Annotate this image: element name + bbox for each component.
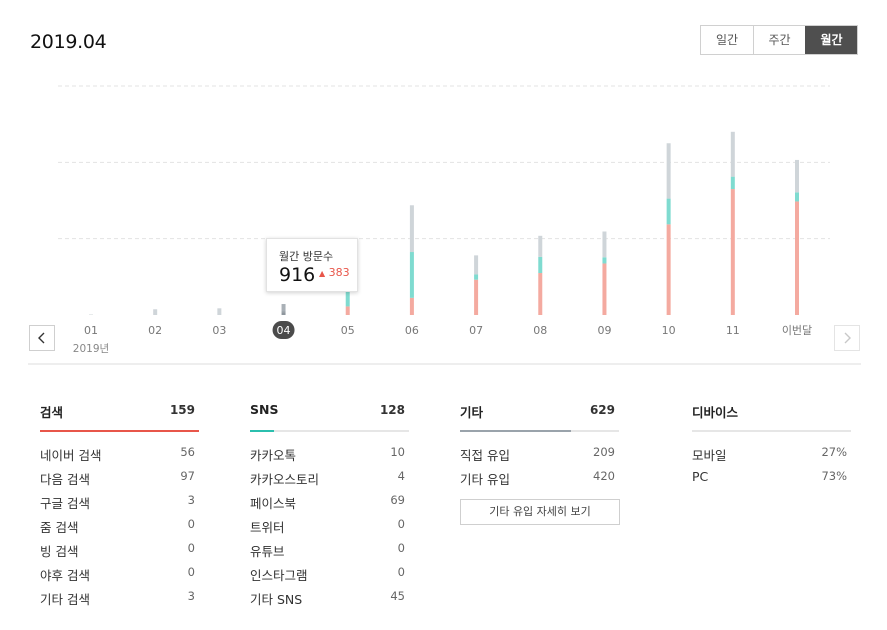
chart-tooltip: 월간 방문수 916 ▲ 383 bbox=[266, 238, 358, 292]
bar-segment[interactable] bbox=[345, 278, 350, 307]
tab-monthly[interactable]: 월간 bbox=[805, 26, 857, 54]
tab-weekly[interactable]: 주간 bbox=[753, 26, 805, 54]
list-item: 페이스북 69 bbox=[250, 493, 405, 511]
x-tick-label[interactable]: 01 bbox=[84, 324, 98, 337]
list-item: 야후 검색 0 bbox=[40, 565, 195, 583]
bar-segment[interactable] bbox=[153, 309, 158, 315]
bar-segment[interactable] bbox=[281, 312, 286, 315]
prev-button[interactable] bbox=[29, 325, 55, 351]
list-item: 유튜브 0 bbox=[250, 541, 405, 559]
bar-segment[interactable] bbox=[281, 311, 286, 313]
period-tabs: 일간 주간 월간 bbox=[700, 25, 858, 55]
bar-segment[interactable] bbox=[409, 205, 414, 253]
list-item: 인스타그램 0 bbox=[250, 565, 405, 583]
bar-segment[interactable] bbox=[666, 143, 671, 199]
list-item: 구글 검색 3 bbox=[40, 493, 195, 511]
sns-section: SNS 128 카카오톡 10 카카오스토리 4 페이스북 69 트위터 0 유튜브 0 인… bbox=[250, 402, 409, 613]
visitor-bar-chart: 01 02 03 04 05 06 07 08 09 10 11 이번달 2019년 bbox=[28, 85, 861, 365]
section-total: 128 bbox=[379, 403, 405, 417]
bar-segment[interactable] bbox=[538, 256, 543, 274]
list-item: 기타 SNS 45 bbox=[250, 589, 405, 607]
section-title: SNS bbox=[250, 402, 279, 417]
section-title: 검색 bbox=[40, 405, 64, 420]
bar-segment[interactable] bbox=[602, 257, 607, 264]
bar-segment[interactable] bbox=[474, 279, 479, 315]
x-tick-label[interactable]: 08 bbox=[533, 324, 547, 337]
x-tick-label[interactable]: 03 bbox=[212, 324, 226, 337]
list-item: 모바일 27% bbox=[692, 445, 847, 463]
bar-segment[interactable] bbox=[409, 297, 414, 315]
section-accent-bar bbox=[40, 430, 199, 432]
bar-segment[interactable] bbox=[345, 306, 350, 315]
bar-segment[interactable] bbox=[409, 252, 414, 298]
x-tick-label[interactable]: 06 bbox=[405, 324, 419, 337]
section-title: 디바이스 bbox=[692, 405, 739, 420]
bar-segment[interactable] bbox=[474, 274, 479, 280]
tab-daily[interactable]: 일간 bbox=[701, 26, 753, 54]
x-tick-label[interactable]: 10 bbox=[662, 324, 676, 337]
x-tick-label[interactable]: 07 bbox=[469, 324, 483, 337]
bar-segment[interactable] bbox=[666, 224, 671, 315]
tooltip-delta: ▲ 383 bbox=[319, 266, 350, 279]
bar-segment[interactable] bbox=[795, 192, 799, 202]
page-title: 2019.04 bbox=[30, 31, 107, 53]
bar-segment[interactable] bbox=[538, 235, 543, 257]
list-item: 기타 유입 420 bbox=[460, 469, 615, 487]
section-accent-bar bbox=[460, 430, 572, 432]
year-label: 2019년 bbox=[73, 343, 109, 355]
tooltip-value: 916 bbox=[279, 264, 316, 286]
section-total: 159 bbox=[169, 403, 195, 417]
bar-segment[interactable] bbox=[602, 231, 607, 258]
section-title: 기타 bbox=[460, 405, 484, 420]
bar-segment[interactable] bbox=[730, 176, 735, 190]
tooltip-label: 월간 방문수 bbox=[279, 250, 334, 263]
list-item: 빙 검색 0 bbox=[40, 541, 195, 559]
bar-segment[interactable] bbox=[666, 198, 671, 225]
selected-month-badge[interactable] bbox=[272, 321, 295, 339]
search-section: 검색 159 네이버 검색 56 다음 검색 97 구글 검색 3 줌 검색 0 빙 검색… bbox=[40, 402, 199, 613]
bar-segment[interactable] bbox=[538, 273, 543, 315]
list-item: 기타 검색 3 bbox=[40, 589, 195, 607]
bar-segment[interactable] bbox=[795, 201, 799, 315]
bar-segment[interactable] bbox=[730, 131, 735, 177]
x-tick-label[interactable]: 이번달 bbox=[782, 324, 812, 337]
x-tick-label[interactable]: 09 bbox=[597, 324, 611, 337]
device-section: 디바이스 모바일 27% PC 73% bbox=[692, 402, 851, 493]
list-item: 직접 유입 209 bbox=[460, 445, 615, 463]
section-divider bbox=[40, 430, 199, 432]
bar-segment[interactable] bbox=[602, 263, 607, 315]
x-tick-label[interactable]: 11 bbox=[726, 324, 740, 337]
x-tick-label[interactable]: 02 bbox=[148, 324, 162, 337]
section-divider bbox=[692, 430, 851, 432]
bar-segment[interactable] bbox=[281, 304, 286, 312]
list-item: 줌 검색 0 bbox=[40, 517, 195, 535]
other-section: 기타 629 직접 유입 209 기타 유입 420 기타 유입 자세히 보기 bbox=[460, 402, 620, 525]
list-item: 카카오스토리 4 bbox=[250, 469, 405, 487]
list-item: 카카오톡 10 bbox=[250, 445, 405, 463]
section-divider bbox=[460, 430, 619, 432]
next-button[interactable] bbox=[834, 325, 860, 351]
list-item: 네이버 검색 56 bbox=[40, 445, 195, 463]
bar-segment[interactable] bbox=[730, 189, 735, 315]
list-item: PC 73% bbox=[692, 469, 847, 484]
list-item: 다음 검색 97 bbox=[40, 469, 195, 487]
section-divider bbox=[250, 430, 409, 432]
chevron-left-icon bbox=[38, 332, 45, 344]
bar-segment[interactable] bbox=[217, 308, 222, 315]
chevron-right-icon bbox=[844, 332, 851, 344]
bar-segment[interactable] bbox=[795, 159, 799, 193]
section-accent-bar bbox=[250, 430, 274, 432]
bar-segment[interactable] bbox=[474, 255, 479, 275]
x-tick-label[interactable]: 04 bbox=[277, 324, 291, 337]
list-item: 트위터 0 bbox=[250, 517, 405, 535]
other-detail-button[interactable]: 기타 유입 자세히 보기 bbox=[460, 499, 620, 525]
section-total: 629 bbox=[589, 403, 615, 417]
x-tick-label[interactable]: 05 bbox=[341, 324, 355, 337]
